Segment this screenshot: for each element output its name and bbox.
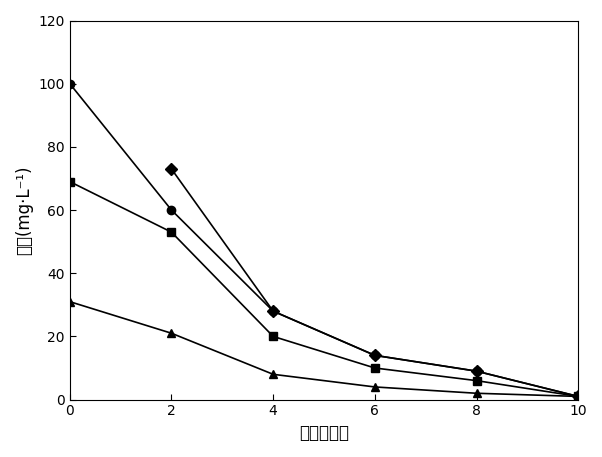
X-axis label: 时间（天）: 时间（天） bbox=[299, 424, 349, 442]
Y-axis label: 浓度(mg·L⁻¹): 浓度(mg·L⁻¹) bbox=[15, 165, 33, 255]
